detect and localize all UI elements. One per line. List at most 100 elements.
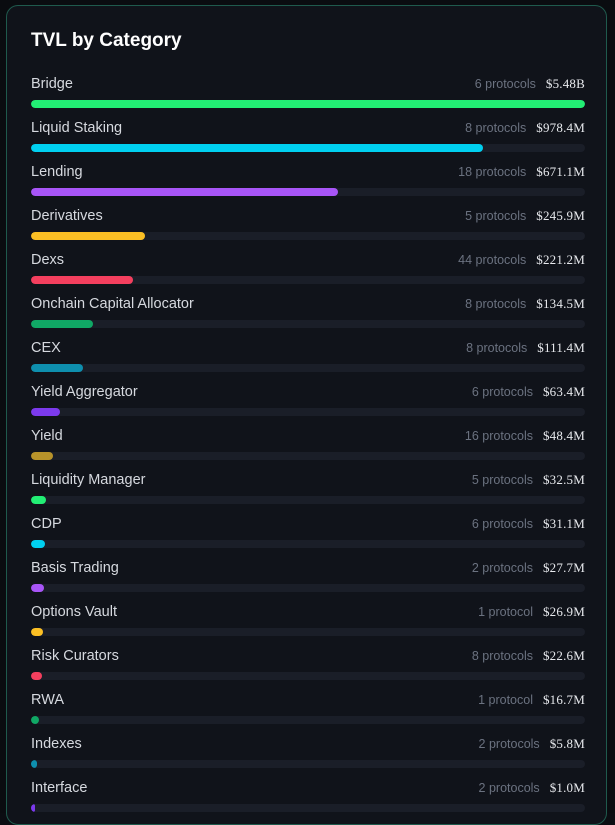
category-row-header: Derivatives 5 protocols $245.9M (31, 206, 585, 226)
share-bar-fill (31, 320, 94, 328)
category-name: CEX (31, 340, 61, 356)
category-name: Interface (31, 780, 88, 796)
category-row[interactable]: CEX 8 protocols $111.4M (31, 336, 585, 380)
tvl-value: $1.0M (549, 780, 585, 795)
share-bar-fill (31, 100, 585, 108)
category-name: CDP (31, 516, 62, 532)
tvl-value: $5.48B (545, 76, 585, 91)
share-bar-fill (31, 716, 39, 724)
protocol-count: 1 protocol (478, 693, 533, 707)
category-row-header: CDP 6 protocols $31.1M (31, 514, 585, 534)
category-row-header: Basis Trading 2 protocols $27.7M (31, 558, 585, 578)
share-bar-track (31, 804, 585, 812)
category-row[interactable]: Indexes 2 protocols $5.8M (31, 732, 585, 776)
category-name: Yield (31, 428, 63, 444)
category-name: Liquid Staking (31, 120, 123, 136)
category-row[interactable]: Dexs 44 protocols $221.2M (31, 248, 585, 292)
share-bar-fill (31, 144, 483, 152)
share-bar-track (31, 584, 585, 592)
category-row-header: Yield Aggregator 6 protocols $63.4M (31, 382, 585, 402)
share-bar-fill (31, 408, 61, 416)
category-name: Derivatives (31, 208, 103, 224)
protocol-count: 16 protocols (464, 429, 533, 443)
category-name: Indexes (31, 736, 82, 752)
category-row[interactable]: CDP 6 protocols $31.1M (31, 512, 585, 556)
category-row-header: Bridge 6 protocols $5.48B (31, 74, 585, 94)
category-name: Onchain Capital Allocator (31, 296, 194, 312)
category-row[interactable]: Lending 18 protocols $671.1M (31, 160, 585, 204)
card-title: TVL by Category (31, 30, 182, 51)
category-row-header: Liquid Staking 8 protocols $978.4M (31, 118, 585, 138)
tvl-value: $111.4M (537, 340, 585, 355)
protocol-count: 8 protocols (465, 121, 527, 135)
category-row-header: Onchain Capital Allocator 8 protocols $134… (31, 294, 585, 314)
share-bar-fill (31, 804, 36, 812)
protocol-count: 5 protocols (471, 473, 533, 487)
protocol-count: 6 protocols (471, 385, 533, 399)
share-bar-fill (31, 276, 134, 284)
category-row[interactable]: Liquid Staking 8 protocols $978.4M (31, 116, 585, 160)
category-row[interactable]: Liquidity Manager 5 protocols $32.5M (31, 468, 585, 512)
tvl-value: $63.4M (542, 384, 585, 399)
tvl-value: $48.4M (542, 428, 585, 443)
protocol-count: 6 protocols (474, 77, 536, 91)
category-row[interactable]: Onchain Capital Allocator 8 protocols $134… (31, 292, 585, 336)
share-bar-fill (31, 672, 42, 680)
protocol-count: 8 protocols (471, 649, 533, 663)
tvl-value: $134.5M (536, 296, 585, 311)
share-bar-track (31, 100, 585, 108)
share-bar-fill (31, 188, 339, 196)
share-bar-track (31, 276, 585, 284)
share-bar-track (31, 716, 585, 724)
share-bar-track (31, 628, 585, 636)
share-bar-fill (31, 452, 54, 460)
share-bar-fill (31, 496, 46, 504)
protocol-count: 2 protocols (478, 781, 540, 795)
category-row[interactable]: RWA 1 protocol $16.7M (31, 688, 585, 732)
tvl-value: $16.7M (542, 692, 585, 707)
tvl-value: $31.1M (542, 516, 585, 531)
tvl-value: $978.4M (536, 120, 585, 135)
category-name: Bridge (31, 76, 73, 92)
protocol-count: 5 protocols (465, 209, 527, 223)
category-row[interactable]: Yield Aggregator 6 protocols $63.4M (31, 380, 585, 424)
share-bar-fill (31, 760, 37, 768)
tvl-value: $27.7M (542, 560, 585, 575)
share-bar-fill (31, 628, 44, 636)
category-name: Options Vault (31, 604, 117, 620)
protocol-count: 1 protocol (478, 605, 533, 619)
category-list: Bridge 6 protocols $5.48B Liquid Staking 8 p… (31, 72, 585, 820)
category-row-header: Options Vault 1 protocol $26.9M (31, 602, 585, 622)
tvl-value: $245.9M (536, 208, 585, 223)
share-bar-fill (31, 584, 44, 592)
tvl-value: $221.2M (536, 252, 585, 267)
category-row[interactable]: Options Vault 1 protocol $26.9M (31, 600, 585, 644)
category-row[interactable]: Derivatives 5 protocols $245.9M (31, 204, 585, 248)
category-row[interactable]: Yield 16 protocols $48.4M (31, 424, 585, 468)
category-name: Risk Curators (31, 648, 119, 664)
share-bar-fill (31, 232, 145, 240)
category-row[interactable]: Risk Curators 8 protocols $22.6M (31, 644, 585, 688)
protocol-count: 2 protocols (471, 561, 533, 575)
protocol-count: 2 protocols (478, 737, 540, 751)
tvl-by-category-card: TVL by Category Bridge 6 protocols $5.48B L… (6, 5, 607, 825)
category-row[interactable]: Bridge 6 protocols $5.48B (31, 72, 585, 116)
share-bar-track (31, 320, 585, 328)
tvl-value: $671.1M (536, 164, 585, 179)
share-bar-fill (31, 364, 83, 372)
category-name: Yield Aggregator (31, 384, 138, 400)
share-bar-track (31, 496, 585, 504)
category-name: Basis Trading (31, 560, 119, 576)
share-bar-track (31, 144, 585, 152)
share-bar-track (31, 452, 585, 460)
share-bar-track (31, 672, 585, 680)
protocol-count: 6 protocols (471, 517, 533, 531)
category-row[interactable]: Basis Trading 2 protocols $27.7M (31, 556, 585, 600)
category-row-header: Dexs 44 protocols $221.2M (31, 250, 585, 270)
category-row-header: Risk Curators 8 protocols $22.6M (31, 646, 585, 666)
protocol-count: 44 protocols (458, 253, 527, 267)
protocol-count: 18 protocols (458, 165, 527, 179)
share-bar-track (31, 540, 585, 548)
category-row[interactable]: Interface 2 protocols $1.0M (31, 776, 585, 820)
